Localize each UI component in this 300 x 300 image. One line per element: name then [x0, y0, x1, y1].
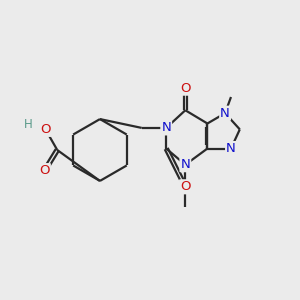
Text: O: O — [180, 82, 190, 95]
Text: H: H — [23, 118, 32, 131]
Text: O: O — [40, 123, 51, 136]
Text: O: O — [39, 164, 50, 177]
Text: N: N — [220, 107, 230, 120]
Text: N: N — [181, 158, 190, 171]
Text: N: N — [161, 122, 171, 134]
Text: N: N — [226, 142, 236, 155]
Text: O: O — [180, 180, 190, 193]
